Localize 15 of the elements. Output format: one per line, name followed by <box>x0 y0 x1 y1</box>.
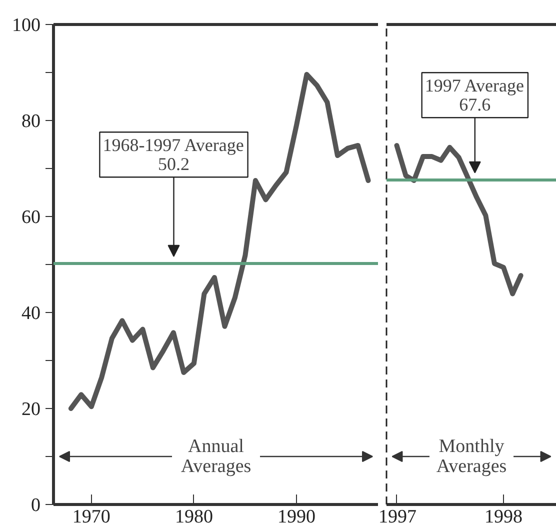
ref-line-label: 1968-1997 Average 50.2 <box>102 135 244 174</box>
y-tick-label: 0 <box>31 495 40 516</box>
y-tick-label: 40 <box>22 303 40 324</box>
x-tick-label: 1970 <box>72 506 110 528</box>
x-tick-label: 1997 <box>378 506 416 528</box>
y-tick-label: 60 <box>22 207 40 228</box>
x-tick-label: 1998 <box>484 506 523 528</box>
annotation: Annual Averages <box>180 436 252 477</box>
x-tick-label: 1990 <box>277 506 316 528</box>
ref-line-label: 1997 Average 67.6 <box>424 76 524 115</box>
y-tick-label: 80 <box>22 111 40 132</box>
annotation: Monthly Averages <box>436 436 507 477</box>
y-tick-label: 100 <box>12 15 40 36</box>
x-tick-label: 1980 <box>174 506 213 528</box>
y-tick-label: 20 <box>22 399 40 420</box>
